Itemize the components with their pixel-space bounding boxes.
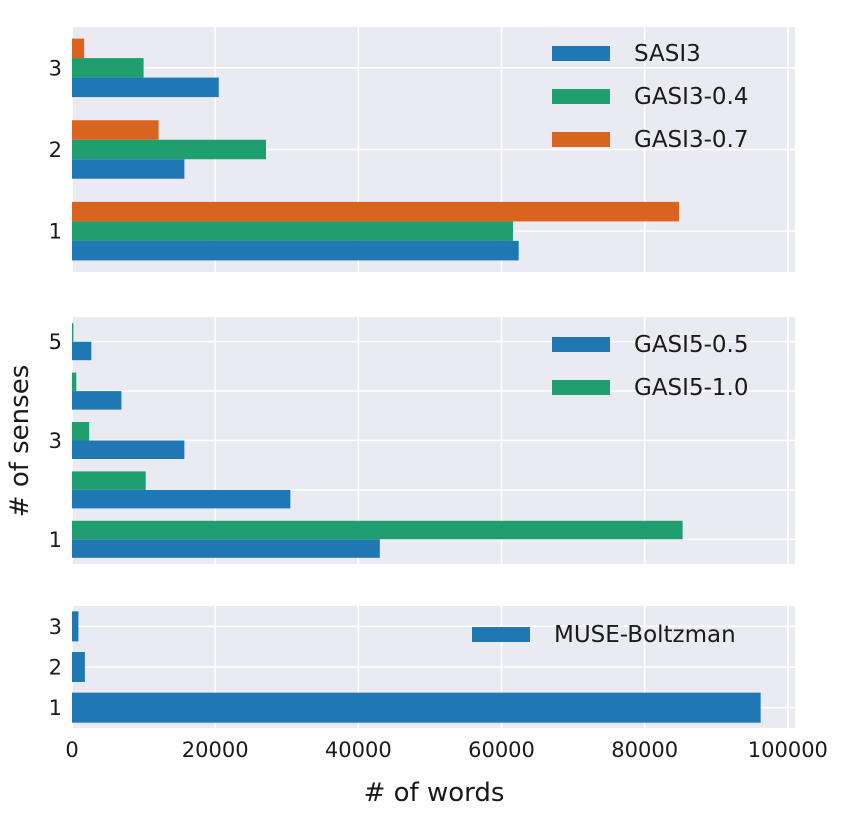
legend-label: GASI5-1.0 — [634, 375, 748, 401]
bar — [72, 440, 185, 459]
bar — [72, 539, 380, 558]
y-tick-label: 2 — [49, 656, 62, 680]
y-axis-title: # of senses — [5, 365, 35, 517]
legend-swatch — [552, 89, 610, 104]
bar — [72, 652, 85, 682]
legend: SASI3 GASI3-0.4 GASI3-0.7 — [552, 41, 748, 153]
y-tick-label: 1 — [49, 220, 62, 244]
legend: MUSE-Boltzman — [472, 622, 736, 648]
bar — [72, 611, 79, 642]
y-tick-label: 5 — [49, 330, 62, 354]
y-tick-label: 1 — [49, 696, 62, 720]
x-axis-title: # of words — [364, 778, 505, 808]
panel-1: 1 2 3 SASI3 GASI3-0.4 GASI3-0.7 — [49, 27, 795, 272]
legend-label: GASI3-0.7 — [634, 127, 748, 153]
bar — [72, 489, 291, 509]
bar — [72, 422, 90, 441]
bar — [72, 201, 680, 222]
bar — [72, 159, 185, 179]
bar — [72, 38, 85, 59]
bar — [72, 58, 144, 78]
x-tick-label: 0 — [65, 738, 78, 762]
bar — [72, 77, 219, 98]
bar — [72, 341, 92, 361]
bar — [72, 221, 513, 241]
x-tick-label: 60000 — [468, 738, 535, 762]
x-tick-label: 100000 — [748, 738, 828, 762]
legend-label: GASI3-0.4 — [634, 84, 748, 110]
bar — [72, 520, 683, 540]
bar — [72, 471, 146, 490]
legend-swatch — [472, 627, 530, 642]
legend: GASI5-0.5 GASI5-1.0 — [552, 332, 748, 401]
legend-swatch — [552, 337, 610, 352]
legend-swatch — [552, 380, 610, 395]
legend-swatch — [552, 132, 610, 147]
y-tick-label: 2 — [49, 138, 62, 162]
x-tick-label: 80000 — [611, 738, 678, 762]
bar — [72, 240, 519, 261]
panel-2: 1 3 5 GASI5-0.5 GASI5-1.0 — [49, 317, 795, 564]
y-tick-label: 3 — [49, 615, 62, 639]
x-tick-label: 40000 — [325, 738, 392, 762]
bar — [72, 372, 77, 392]
legend-swatch — [552, 46, 610, 61]
legend-label: SASI3 — [634, 41, 701, 67]
bar — [72, 323, 74, 342]
y-tick-label: 1 — [49, 528, 62, 552]
bar — [72, 139, 266, 160]
bar — [72, 120, 159, 140]
legend-label: GASI5-0.5 — [634, 332, 748, 358]
y-tick-label: 3 — [49, 56, 62, 80]
panel-3: 1 2 3 0 20000 40000 60000 80000 100000 MUSE-Boltz… — [49, 606, 828, 762]
y-tick-label: 3 — [49, 429, 62, 453]
x-tick-label: 20000 — [182, 738, 249, 762]
bar — [72, 692, 761, 723]
legend-label: MUSE-Boltzman — [554, 622, 736, 648]
bar — [72, 391, 122, 410]
